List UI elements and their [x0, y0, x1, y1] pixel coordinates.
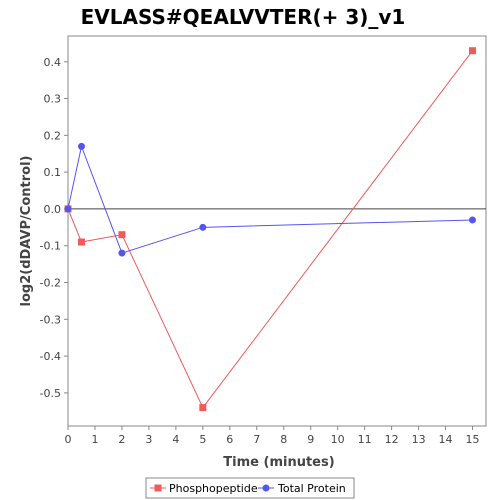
legend-marker-phosphopeptide [154, 484, 162, 492]
data-point-phosphopeptide [77, 238, 85, 246]
y-tick-label: 0.0 [44, 203, 62, 216]
data-point-phosphopeptide [469, 47, 477, 55]
plot-area [67, 35, 487, 427]
x-tick-label: 9 [307, 433, 314, 446]
data-point-total-protein [77, 142, 85, 150]
x-tick-label: 3 [145, 433, 152, 446]
x-tick-label: 2 [118, 433, 125, 446]
x-tick-label: 6 [226, 433, 233, 446]
y-tick-label: 0.1 [44, 166, 62, 179]
legend-label-phosphopeptide: Phosphopeptide [169, 482, 258, 495]
data-point-phosphopeptide [199, 404, 207, 412]
y-tick-label: 0.2 [44, 129, 62, 142]
x-tick-label: 7 [253, 433, 260, 446]
y-tick-label: -0.4 [40, 350, 61, 363]
y-tick-label: -0.2 [40, 277, 61, 290]
y-tick-label: 0.4 [44, 56, 62, 69]
y-tick-label: -0.1 [40, 240, 61, 253]
x-axis: 0 1 2 3 4 5 6 7 8 9 10 11 12 13 14 15 [65, 426, 480, 446]
data-point-total-protein [118, 249, 126, 257]
x-tick-label: 1 [91, 433, 98, 446]
data-point-total-protein [64, 205, 72, 213]
y-tick-label: -0.3 [40, 313, 61, 326]
y-tick-label: 0.3 [44, 93, 62, 106]
series-layer [64, 47, 477, 412]
data-point-total-protein [469, 216, 477, 224]
legend-box [145, 477, 355, 499]
x-tick-label: 12 [385, 433, 399, 446]
data-point-phosphopeptide [118, 231, 126, 239]
x-tick-label: 14 [439, 433, 453, 446]
data-point-total-protein [199, 223, 207, 231]
legend: Phosphopeptide Total Protein [145, 477, 355, 499]
y-tick-label: -0.5 [40, 387, 61, 400]
x-tick-label: 0 [65, 433, 72, 446]
y-axis-label: log2(dDAVP/Control) [19, 156, 34, 307]
y-axis: -0.5 -0.4 -0.3 -0.2 -0.1 0.0 0.1 0.2 0.3 0.4 [40, 56, 68, 400]
legend-label-total-protein: Total Protein [277, 482, 346, 495]
x-tick-label: 11 [358, 433, 372, 446]
x-tick-label: 5 [199, 433, 206, 446]
x-tick-label: 8 [280, 433, 287, 446]
x-tick-label: 13 [412, 433, 426, 446]
x-axis-label: Time (minutes) [223, 455, 334, 470]
x-tick-label: 4 [172, 433, 179, 446]
x-tick-label: 10 [331, 433, 345, 446]
x-tick-label: 15 [466, 433, 480, 446]
legend-marker-total-protein [262, 484, 270, 492]
chart-title: EVLASS#QEALVVTER(+ 3)_v1 [81, 5, 406, 29]
